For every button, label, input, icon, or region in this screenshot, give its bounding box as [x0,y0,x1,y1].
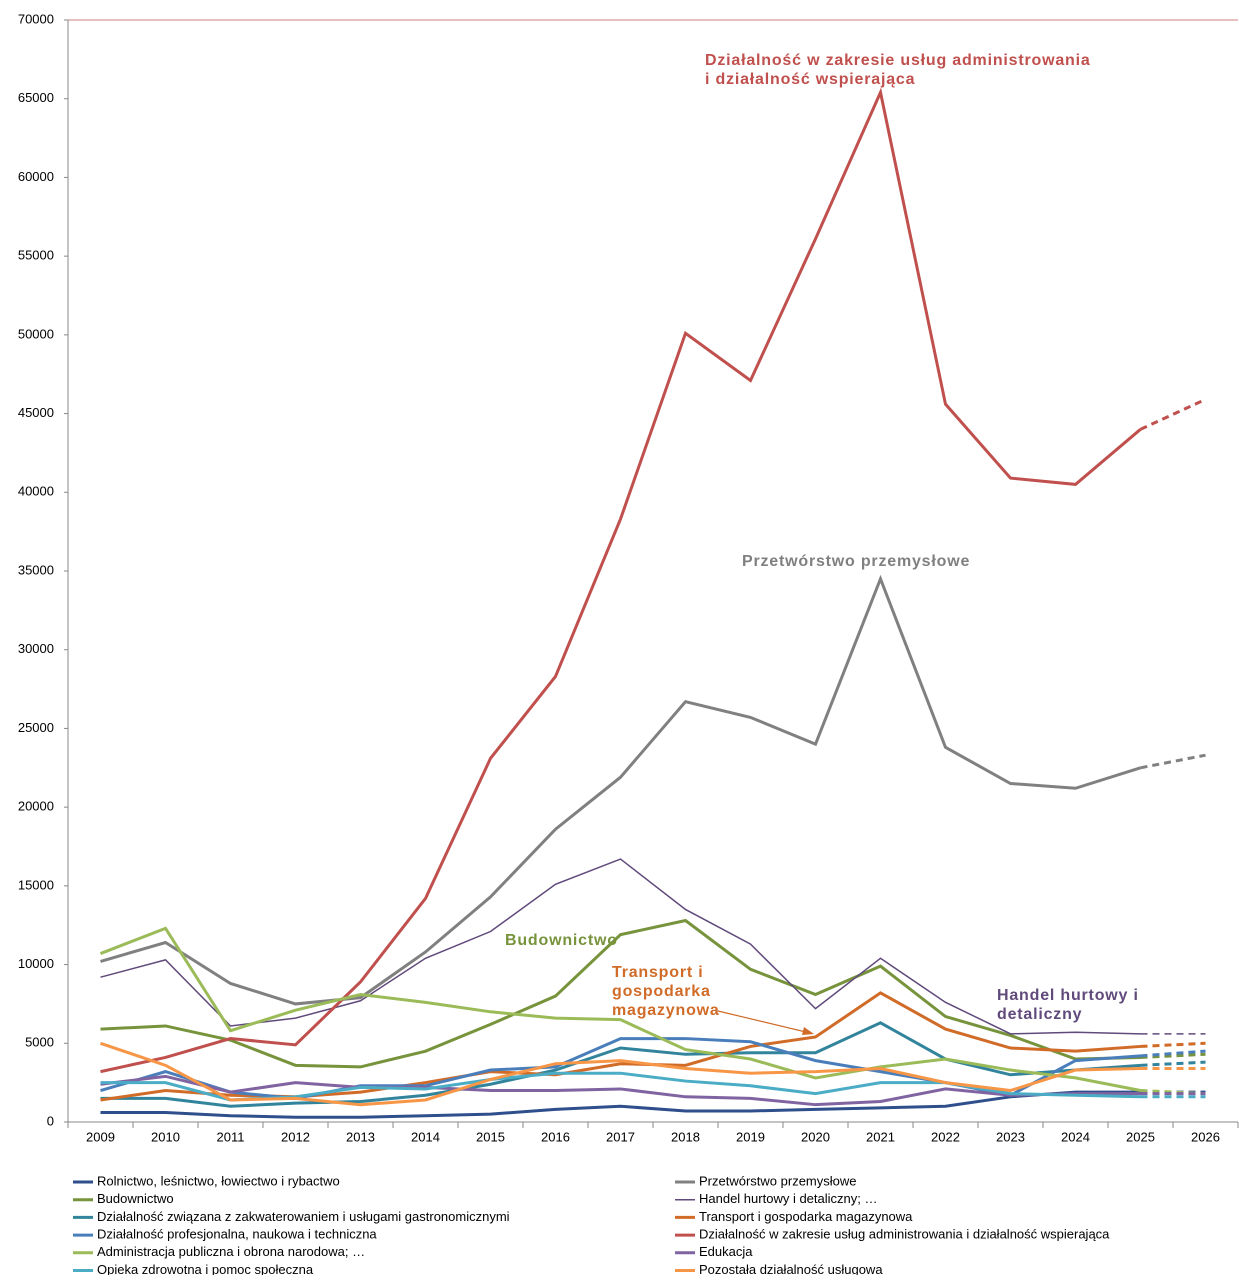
y-tick-label: 50000 [18,326,54,341]
y-tick-label: 55000 [18,248,54,263]
x-tick-label: 2011 [217,1129,245,1144]
forecast-line [1140,1060,1206,1067]
y-tick-label: 5000 [25,1035,54,1050]
series-line [100,1090,1141,1119]
y-tick-label: 70000 [18,11,54,26]
series-line [100,858,1141,1035]
forecast-line [1140,753,1206,770]
y-tick-label: 15000 [18,877,54,892]
legend-label: Opieka zdrowotna i pomoc społeczna [97,1262,314,1275]
legend-label: Budownictwo [97,1191,174,1206]
x-tick-label: 2016 [541,1129,570,1144]
x-tick-label: 2017 [606,1129,635,1144]
series-line [99,926,1141,1092]
x-tick-label: 2022 [931,1129,960,1144]
legend-label: Edukacja [699,1244,753,1259]
y-tick-label: 60000 [18,169,54,184]
legend-label: Handel hurtowy i detaliczny; … [699,1191,877,1206]
x-tick-label: 2026 [1191,1129,1220,1144]
series-line [100,1074,1141,1107]
y-tick-label: 30000 [18,641,54,656]
annotation: Handel hurtowy i [997,987,1139,1004]
annotation: Przetwórstwo przemysłowe [742,553,970,570]
x-tick-label: 2015 [476,1129,505,1144]
y-tick-label: 25000 [18,720,54,735]
forecast-line [1140,1089,1206,1096]
x-tick-label: 2019 [736,1129,765,1144]
y-tick-label: 10000 [18,956,54,971]
series-line [100,918,1141,1069]
series-line [100,1041,1141,1107]
x-tick-label: 2024 [1061,1129,1090,1144]
series-line [100,574,1141,1006]
forecast-line [1140,1041,1206,1048]
annotation-arrow [717,1010,811,1034]
annotation: i działalność wspierająca [705,71,915,88]
x-tick-label: 2013 [346,1129,375,1144]
forecast-line [1140,1049,1206,1058]
y-tick-label: 45000 [18,405,54,420]
arrow-head [802,1027,814,1035]
y-tick-label: 40000 [18,484,54,499]
legend-label: Działalność związana z zakwaterowaniem i… [97,1209,510,1224]
x-tick-label: 2020 [801,1129,830,1144]
legend-label: Przetwórstwo przemysłowe [699,1173,857,1188]
annotation: gospodarka [612,983,711,1000]
legend-label: Transport i gospodarka magazynowa [699,1209,913,1224]
y-tick-label: 20000 [18,799,54,814]
x-tick-label: 2021 [866,1129,895,1144]
series-line [100,87,1142,1074]
legend-label: Pozostała działalność usługowa [699,1262,883,1275]
x-tick-label: 2023 [996,1129,1025,1144]
series-line [100,1021,1141,1108]
annotation: Działalność w zakresie usług administrow… [705,52,1091,69]
x-tick-label: 2012 [281,1129,310,1144]
legend-label: Działalność w zakresie usług administrow… [699,1227,1110,1242]
annotation: Budownictwo [505,932,618,949]
forecast-line [1140,1052,1206,1059]
x-tick-label: 2010 [151,1129,180,1144]
annotation: magazynowa [612,1002,720,1019]
x-tick-label: 2025 [1126,1129,1155,1144]
forecast-line [1139,398,1207,431]
x-tick-label: 2018 [671,1129,700,1144]
annotation: Transport i [612,964,703,981]
annotation: detaliczny [997,1006,1082,1023]
x-tick-label: 2014 [411,1129,440,1144]
y-tick-label: 65000 [18,90,54,105]
legend-label: Administracja publiczna i obrona narodow… [97,1244,365,1259]
x-tick-label: 2009 [86,1129,115,1144]
y-tick-label: 35000 [18,562,54,577]
legend-label: Rolnictwo, leśnictwo, łowiectwo i rybact… [97,1173,340,1188]
legend-label: Działalność profesjonalna, naukowa i tec… [97,1227,377,1242]
y-tick-label: 0 [47,1113,54,1128]
